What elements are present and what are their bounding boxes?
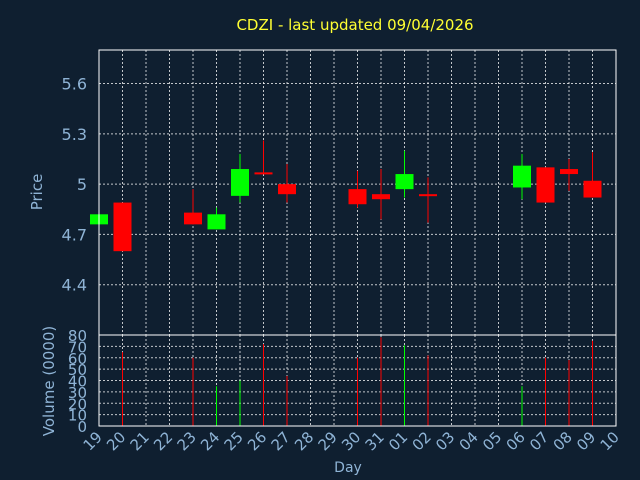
volume-y-tick-label: 0: [77, 418, 87, 436]
x-tick-label: 10: [597, 428, 623, 454]
candle-body: [113, 202, 132, 252]
x-axis-label: Day: [334, 460, 362, 476]
price-y-tick-label: 4.4: [62, 276, 87, 295]
volume-y-tick-label: 50: [68, 361, 87, 379]
candle-body: [513, 165, 531, 188]
volume-y-tick-label: 20: [68, 395, 87, 413]
price-y-tick-label: 4.7: [62, 225, 87, 244]
volume-y-tick-label: 40: [68, 373, 87, 391]
x-tick-label: 22: [150, 428, 176, 454]
price-y-tick-label: 5.3: [62, 125, 87, 144]
candlesticks: [90, 140, 602, 252]
volume-y-tick-label: 70: [68, 338, 87, 356]
x-tick-label: 02: [409, 428, 435, 454]
candle-body: [560, 169, 578, 175]
x-tick-label: 27: [268, 428, 294, 454]
x-tick-label: 25: [221, 428, 247, 454]
x-tick-label: 07: [526, 428, 552, 454]
candle-body: [419, 194, 437, 197]
volume-y-tick-label: 10: [68, 407, 87, 425]
candle-body: [278, 184, 296, 195]
x-tick-label: 20: [103, 428, 129, 454]
candle-body: [372, 194, 390, 200]
price-grid: [99, 50, 616, 335]
volume-y-tick-label: 60: [68, 350, 87, 368]
x-tick-label: 28: [291, 428, 317, 454]
price-y-tick-label: 5: [77, 175, 87, 194]
x-tick-labels: 1920212223242526272829303101020304050607…: [80, 428, 623, 454]
x-tick-label: 04: [456, 428, 482, 454]
candle-body: [184, 212, 202, 225]
x-tick-label: 09: [573, 428, 599, 454]
candle-body: [583, 180, 602, 198]
volume-axis-label: Volume (0000): [40, 326, 58, 436]
x-tick-label: 26: [244, 428, 270, 454]
candle-body: [395, 174, 414, 190]
chart-title: CDZI - last updated 09/04/2026: [236, 16, 473, 34]
x-tick-label: 30: [338, 428, 364, 454]
candle-body: [536, 167, 555, 203]
x-tick-label: 01: [385, 428, 411, 454]
price-y-tick-labels: 4.4 4.7 5 5.3 5.6: [62, 75, 87, 295]
price-y-tick-label: 5.6: [62, 75, 87, 94]
candle-body: [348, 189, 367, 205]
price-axis-label: Price: [28, 174, 46, 211]
x-tick-label: 08: [550, 428, 576, 454]
x-tick-label: 21: [127, 428, 153, 454]
candle-body: [207, 214, 226, 230]
candle-body: [254, 172, 273, 175]
x-tick-label: 23: [174, 428, 200, 454]
candle-body: [231, 169, 249, 196]
volume-y-tick-label: 80: [68, 327, 87, 345]
volume-plot-frame: [98, 334, 617, 427]
x-tick-label: 05: [479, 428, 505, 454]
volume-bars: [122, 337, 593, 426]
x-tick-label: 03: [432, 428, 458, 454]
x-tick-label: 06: [503, 428, 529, 454]
x-tick-label: 24: [197, 428, 223, 454]
x-tick-label: 31: [362, 428, 388, 454]
x-tick-label: 29: [315, 428, 341, 454]
volume-y-tick-label: 30: [68, 384, 87, 402]
